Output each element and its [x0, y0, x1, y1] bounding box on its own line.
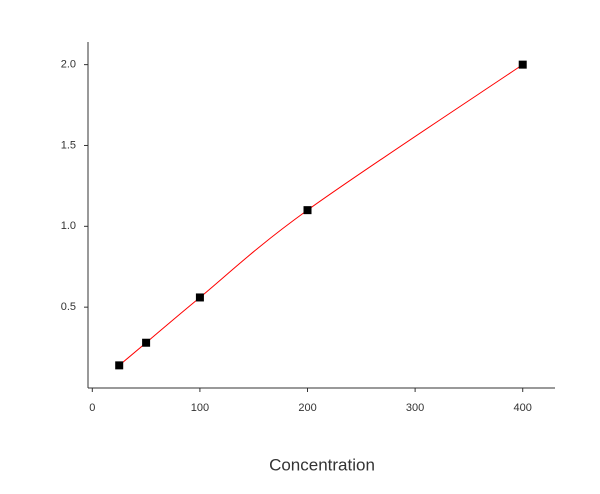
point	[115, 361, 124, 370]
x-axis-label: Concentration	[269, 455, 375, 474]
y-tick-label: 1.0	[61, 220, 76, 232]
x-tick-label: 400	[514, 402, 532, 414]
x-tick-label: 0	[89, 402, 95, 414]
fit-line	[118, 64, 523, 366]
point	[142, 338, 151, 347]
point	[303, 206, 312, 215]
x-tick-label: 300	[406, 402, 424, 414]
y-tick-label: 1.5	[61, 139, 76, 151]
y-tick-label: 0.5	[61, 301, 76, 313]
point	[518, 60, 527, 69]
y-tick-label: 2.0	[61, 59, 76, 71]
x-tick-label: 200	[298, 402, 316, 414]
x-tick-label: 100	[191, 402, 209, 414]
point	[195, 293, 204, 302]
